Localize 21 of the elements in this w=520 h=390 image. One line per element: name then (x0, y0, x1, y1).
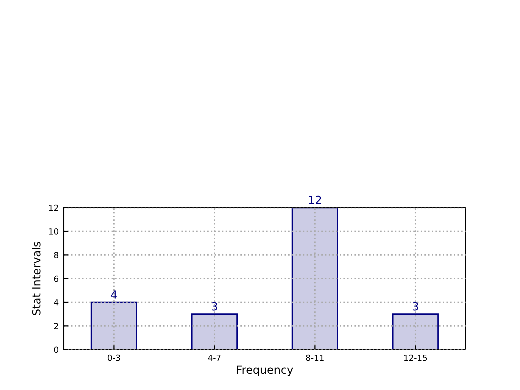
bar (90, 302, 138, 350)
y-tick-label: 12 (49, 204, 58, 212)
data-label: 12 (309, 196, 322, 204)
x-tick-label: 12-15 (404, 354, 428, 362)
x-tick-label: 8-11 (306, 354, 324, 362)
data-label: 3 (212, 302, 218, 311)
bar (292, 208, 338, 350)
x-tick-label: 0-3 (108, 354, 120, 362)
y-tick-label: 2 (54, 323, 58, 330)
y-axis-title: Stat Intervals (32, 242, 41, 316)
y-tick-label: 4 (54, 300, 59, 306)
y-tick-label: 8 (54, 252, 59, 258)
y-tick-label: 0 (54, 346, 59, 354)
data-label: 4 (111, 290, 118, 299)
y-tick-label: 6 (54, 276, 59, 282)
bar (392, 314, 439, 350)
bar (191, 314, 238, 350)
x-axis-title: Frequency (237, 366, 294, 376)
data-label: 3 (412, 302, 418, 311)
x-tick-label: 4-7 (208, 354, 221, 362)
y-tick-label: 10 (49, 228, 59, 235)
